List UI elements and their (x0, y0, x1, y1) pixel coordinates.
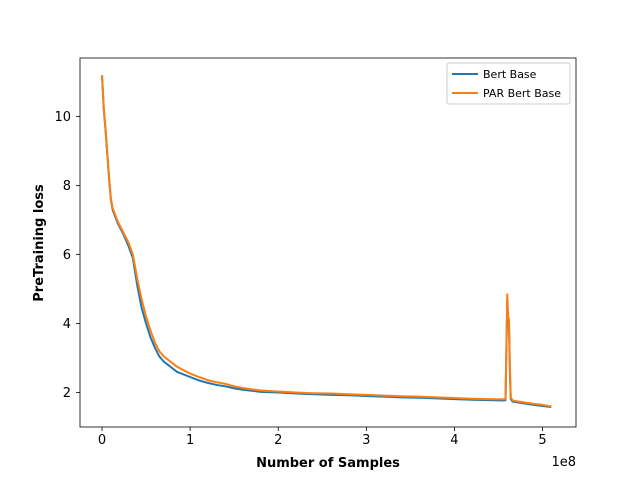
x-tick-label: 3 (362, 433, 370, 448)
y-tick-label: 8 (63, 179, 71, 194)
series-layer (101, 75, 552, 408)
y-tick-label: 6 (63, 248, 71, 263)
y-tick-label: 2 (63, 386, 71, 401)
axes-layer: 0 1 2 3 4 5 2 4 6 8 10 (54, 57, 577, 448)
series-line-0 (101, 75, 552, 408)
y-tick-label: 4 (63, 317, 71, 332)
legend-label-0: Bert Base (483, 68, 537, 81)
legend-label-1: PAR Bert Base (483, 87, 561, 100)
x-axis-offset-label: 1e8 (551, 455, 576, 470)
x-tick-label: 1 (186, 433, 194, 448)
y-tick-label: 10 (54, 110, 71, 125)
x-tick-label: 4 (450, 433, 458, 448)
x-tick-label: 0 (98, 433, 106, 448)
x-tick-label: 2 (274, 433, 282, 448)
series-line-1 (101, 75, 552, 408)
legend: Bert Base PAR Bert Base (446, 62, 571, 105)
x-tick-label: 5 (538, 433, 546, 448)
x-axis-label: Number of Samples (256, 456, 400, 471)
plot-frame (79, 57, 577, 428)
y-axis-label: PreTraining loss (32, 184, 47, 302)
